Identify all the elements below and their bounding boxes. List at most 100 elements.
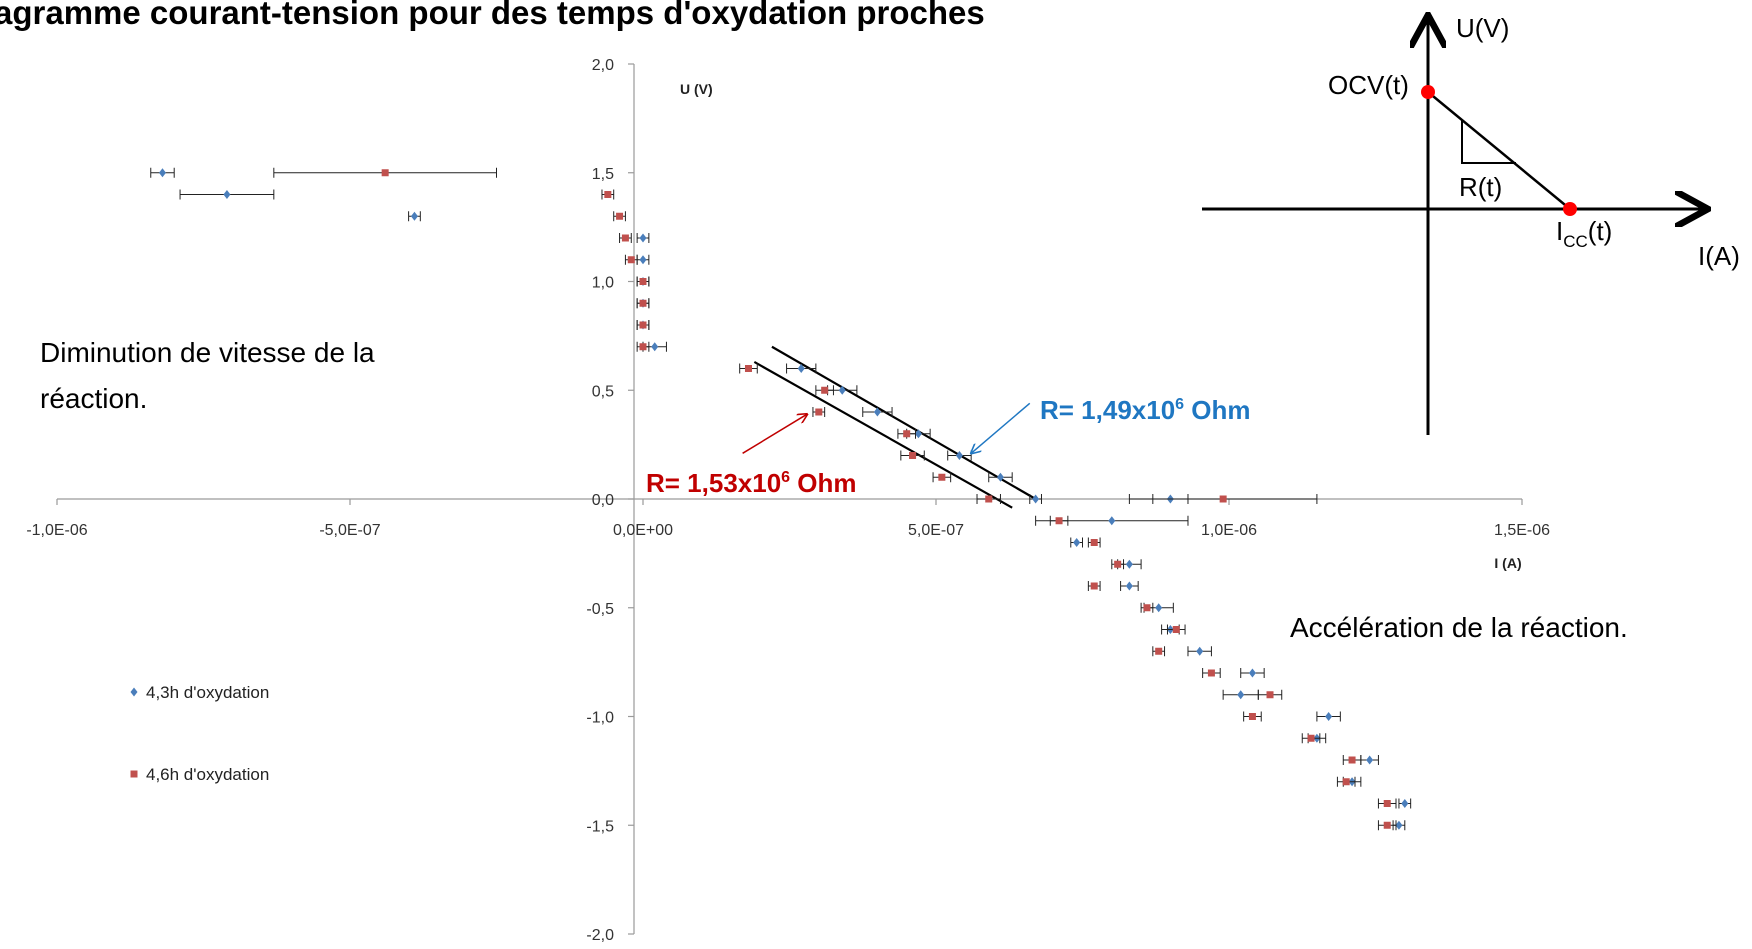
y-tick-label: 1,0 [592,275,614,292]
schematic-icc-label: ICC(t) [1556,216,1612,251]
ocv-dot [1421,85,1435,99]
legend-item-series2: 4,6h d'oxydation [130,765,269,784]
schematic-slope-triangle [1461,120,1516,164]
schematic-ocv-label: OCV(t) [1328,70,1409,100]
data-point [1155,603,1163,613]
data-point [815,408,823,416]
x-tick-label: -1,0E-06 [26,522,87,539]
schematic-line [1427,91,1571,210]
legend-marker-series2 [130,770,138,778]
data-point [1366,755,1374,765]
y-axis-label: U (V) [680,81,713,97]
data-point [616,212,624,220]
iv-schematic: U(V) OCV(t) R(t) ICC(t) I(A) [1202,13,1740,435]
data-point [639,255,647,265]
y-tick-label: 0,0 [592,492,614,509]
data-point [639,343,647,351]
y-tick-label: -1,5 [586,818,614,835]
data-point [158,168,166,178]
data-point [1266,691,1274,699]
data-point [914,429,922,439]
data-point [1125,559,1133,569]
blue-arrow [971,402,1031,453]
data-point [1032,494,1040,504]
x-tick-label: 1,5E-06 [1494,522,1550,539]
data-point [1395,820,1403,830]
legend: 4,3h d'oxydation 4,6h d'oxydation [130,683,269,784]
data-point [639,278,647,285]
data-point [903,430,911,438]
x-ticks: -1,0E-06 -5,0E-07 0,0E+00 5,0E-07 1,0E-06 1,5… [26,499,1550,539]
icc-dot [1563,202,1577,216]
data-point [639,233,647,243]
y-tick-label: 0,5 [592,383,614,400]
data-point [873,407,881,417]
annotations [742,402,1031,454]
data-point [1055,517,1063,525]
y-tick-label: -0,5 [586,601,614,618]
y-tick-label: 2,0 [592,57,614,74]
data-point [1383,821,1391,829]
data-point [985,495,993,503]
red-arrow [742,414,807,454]
data-point [1383,800,1391,807]
data-point [1342,778,1350,786]
data-point [1196,646,1204,656]
fit-line-2 [753,361,1013,509]
data-point [627,256,635,264]
data-point [1219,495,1227,503]
x-tick-label: 0,0E+00 [613,522,673,539]
left-note-line1: Diminution de vitesse de la [40,337,375,368]
data-point [744,365,752,372]
data-point [1090,539,1098,546]
annotation-blue-r: R= 1,49x106 Ohm [1040,395,1251,425]
y-tick-label: 1,5 [592,166,614,183]
x-tick-label: 5,0E-07 [908,522,964,539]
legend-label-series2: 4,6h d'oxydation [146,765,269,784]
data-point [821,386,829,394]
data-point [1207,669,1215,677]
data-point [604,191,612,198]
data-point [1143,604,1151,612]
data-point [410,211,418,221]
x-tick-label: -5,0E-07 [319,522,380,539]
data-point [1172,626,1180,633]
data-point [1248,713,1256,720]
legend-label-series1: 4,3h d'oxydation [146,683,269,702]
data-point [639,321,647,329]
data-point [1073,538,1081,547]
legend-marker-series1 [130,687,138,697]
data-point [797,364,805,373]
data-point [1325,712,1333,721]
y-ticks: 2,0 1,5 1,0 0,5 0,0 -0,5 -1,0 -1,5 -2,0 [586,57,634,944]
data-point [1108,516,1116,526]
data-point [1248,668,1256,678]
chart-title: agramme courant-tension pour des temps d… [0,0,985,31]
data-point [1307,734,1315,742]
data-point [938,473,946,481]
data-point [1090,582,1098,590]
x-tick-label: 1,0E-06 [1201,522,1257,539]
data-point [639,299,647,307]
data-point [381,169,389,177]
data-point [1125,581,1133,591]
series-group [150,167,1412,831]
data-point [651,342,659,352]
left-note-line2: réaction. [40,383,147,414]
data-point [1114,560,1122,568]
annotation-red-r: R= 1,53x106 Ohm [646,468,857,498]
schematic-r-label: R(t) [1459,172,1502,202]
data-point [909,452,917,459]
x-axis-label: I (A) [1494,555,1521,571]
data-point [1237,690,1245,700]
y-tick-label: -1,0 [586,710,614,727]
data-point [1155,647,1163,655]
right-note: Accélération de la réaction. [1290,612,1628,643]
y-tick-label: -2,0 [586,927,614,944]
series-2 [273,167,1397,831]
legend-item-series1: 4,3h d'oxydation [130,683,269,702]
data-point [1401,799,1409,808]
data-point [838,385,846,395]
